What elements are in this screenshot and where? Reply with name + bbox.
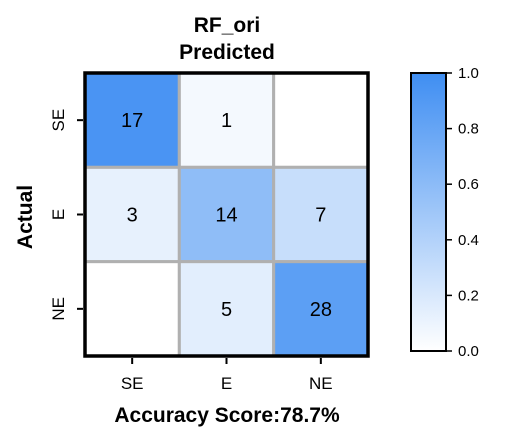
x-tick-label: SE bbox=[121, 374, 144, 393]
x-tick-label: NE bbox=[309, 374, 333, 393]
cell-value-label: 17 bbox=[121, 110, 143, 132]
heatmap-cell-labels: 17 1 3 14 7 5 28 bbox=[121, 110, 332, 321]
y-tick-label: E bbox=[49, 209, 68, 220]
colorbar bbox=[410, 72, 447, 352]
heatmap-frame bbox=[83, 71, 370, 358]
axis-ticks: SE SE E E NE NE bbox=[49, 109, 333, 393]
heatmap-cell-se-e bbox=[177, 71, 276, 169]
x-axis-label: Accuracy Score:78.7% bbox=[114, 404, 340, 427]
y-tick-label: NE bbox=[49, 297, 68, 321]
colorbar-tick-label: 0.0 bbox=[458, 343, 479, 360]
x-tick-label: E bbox=[221, 374, 232, 393]
colorbar-tick-label: 0.6 bbox=[458, 176, 479, 193]
colorbar-tick-label: 1.0 bbox=[458, 65, 479, 82]
y-tick-label: SE bbox=[49, 109, 68, 132]
heatmap-cell-ne-e bbox=[177, 260, 276, 358]
cell-value-label: 1 bbox=[221, 110, 232, 132]
cell-value-label: 14 bbox=[215, 205, 237, 227]
cell-value-label: 3 bbox=[127, 205, 138, 227]
cell-value-label: 7 bbox=[315, 205, 326, 227]
cell-value-label: 28 bbox=[310, 299, 332, 321]
chart-title: RF_ori bbox=[194, 14, 261, 37]
chart-subtitle: Predicted bbox=[179, 41, 275, 64]
colorbar-tick-label: 0.8 bbox=[458, 121, 479, 138]
cell-value-label: 5 bbox=[221, 299, 232, 321]
colorbar-tick-label: 0.2 bbox=[458, 287, 479, 304]
heatmap-cell-ne-se bbox=[83, 260, 181, 358]
colorbar-ticks: 0.0 0.2 0.4 0.6 0.8 1.0 bbox=[446, 65, 479, 360]
colorbar-tick-label: 0.4 bbox=[458, 232, 479, 249]
y-axis-label: Actual bbox=[14, 185, 37, 249]
heatmap-cell-se-ne bbox=[272, 71, 370, 169]
heatmap-cell-e-ne bbox=[272, 165, 370, 264]
